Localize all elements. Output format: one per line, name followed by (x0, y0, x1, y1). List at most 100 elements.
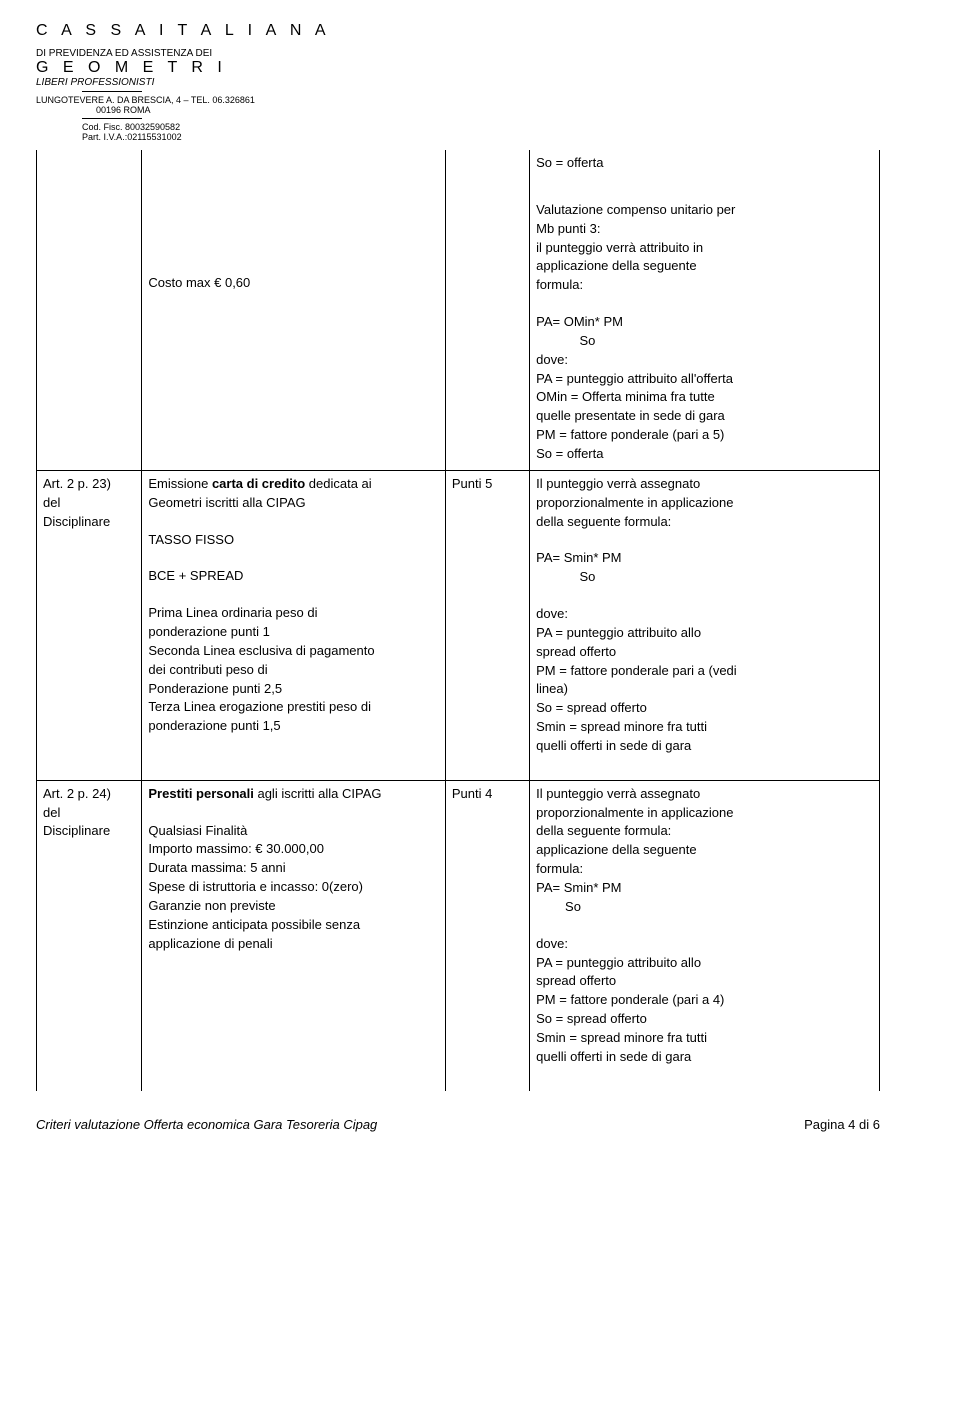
text: applicazione della seguente (536, 257, 873, 276)
text: proporzionalmente in applicazione (536, 494, 873, 513)
cod-fisc: Cod. Fisc. 80032590582 (36, 122, 880, 132)
text: PM = fattore ponderale (pari a 5) (536, 426, 873, 445)
text: So = offerta (536, 445, 873, 464)
text: Geometri iscritti alla CIPAG (148, 494, 438, 513)
text: il punteggio verrà attribuito in (536, 239, 873, 258)
page: C A S S A I T A L I A N A DI PREVIDENZA … (0, 0, 960, 1162)
text: della seguente formula: (536, 513, 873, 532)
text: dei contributi peso di (148, 661, 438, 680)
org-name-2: G E O M E T R I (36, 59, 880, 77)
text: Smin = spread minore fra tutti (536, 1029, 873, 1048)
text: formula: (536, 276, 873, 295)
cell-ref: Art. 2 p. 23) del Disciplinare (37, 470, 142, 780)
text: Disciplinare (43, 822, 135, 841)
text: Art. 2 p. 23) (43, 475, 135, 494)
letterhead: C A S S A I T A L I A N A DI PREVIDENZA … (36, 22, 880, 142)
table-row: Costo max € 0,60 So = offerta Valutazion… (37, 150, 880, 470)
text: applicazione di penali (148, 935, 438, 954)
text: Valutazione compenso unitario per (536, 201, 873, 220)
text: ponderazione punti 1,5 (148, 717, 438, 736)
text: Disciplinare (43, 513, 135, 532)
text: PA = punteggio attribuito all'offerta (536, 370, 873, 389)
text: del (43, 804, 135, 823)
text: quelli offerti in sede di gara (536, 1048, 873, 1067)
org-subtitle: DI PREVIDENZA ED ASSISTENZA DEI (36, 48, 880, 59)
text: Emissione carta di credito dedicata ai (148, 475, 438, 494)
text: BCE + SPREAD (148, 567, 438, 586)
text: Importo massimo: € 30.000,00 (148, 840, 438, 859)
text: applicazione della seguente (536, 841, 873, 860)
text: Prima Linea ordinaria peso di (148, 604, 438, 623)
table-row: Art. 2 p. 24) del Disciplinare Prestiti … (37, 780, 880, 1090)
org-subtitle-2: LIBERI PROFESSIONISTI (36, 77, 880, 88)
text: spread offerto (536, 972, 873, 991)
text: PA = punteggio attribuito allo (536, 624, 873, 643)
cell-ref: Art. 2 p. 24) del Disciplinare (37, 780, 142, 1090)
cell-desc: Costo max € 0,60 (142, 150, 445, 470)
text: PA= OMin* PM (536, 313, 873, 332)
text: proporzionalmente in applicazione (536, 804, 873, 823)
cell-formula: Il punteggio verrà assegnato proporziona… (530, 780, 880, 1090)
cell-punti: Punti 4 (445, 780, 529, 1090)
org-name-1: C A S S A I T A L I A N A (36, 22, 880, 40)
text: TASSO FISSO (148, 531, 438, 550)
text: Durata massima: 5 anni (148, 859, 438, 878)
text: formula: (536, 860, 873, 879)
text: Prestiti personali agli iscritti alla CI… (148, 785, 438, 804)
text: So (536, 568, 873, 587)
text: quelle presentate in sede di gara (536, 407, 873, 426)
text: So (536, 898, 873, 917)
address-line-1: LUNGOTEVERE A. DA BRESCIA, 4 – TEL. 06.3… (36, 95, 880, 105)
text: Mb punti 3: (536, 220, 873, 239)
header-divider-2 (82, 118, 142, 119)
criteria-table: Costo max € 0,60 So = offerta Valutazion… (36, 150, 880, 1091)
text: Terza Linea erogazione prestiti peso di (148, 698, 438, 717)
cell-desc: Prestiti personali agli iscritti alla CI… (142, 780, 445, 1090)
text: So (536, 332, 873, 351)
text: PM = fattore ponderale pari a (vedi (536, 662, 873, 681)
text: della seguente formula: (536, 822, 873, 841)
text: spread offerto (536, 643, 873, 662)
text: dove: (536, 935, 873, 954)
costo-max: Costo max € 0,60 (148, 274, 438, 293)
text: PA = punteggio attribuito allo (536, 954, 873, 973)
cell-ref (37, 150, 142, 470)
text: quelli offerti in sede di gara (536, 737, 873, 756)
text: Seconda Linea esclusiva di pagamento (148, 642, 438, 661)
text: linea) (536, 680, 873, 699)
address-line-2: 00196 ROMA (36, 105, 880, 115)
text: PA= Smin* PM (536, 879, 873, 898)
text: So = spread offerto (536, 699, 873, 718)
part-iva: Part. I.V.A.:02115531002 (36, 132, 880, 142)
text: Qualsiasi Finalità (148, 822, 438, 841)
text: PA= Smin* PM (536, 549, 873, 568)
cell-punti (445, 150, 529, 470)
text: So = spread offerto (536, 1010, 873, 1029)
text: Ponderazione punti 2,5 (148, 680, 438, 699)
footer: Criteri valutazione Offerta economica Ga… (36, 1117, 880, 1132)
page-number: Pagina 4 di 6 (804, 1117, 880, 1132)
text: Punti 5 (452, 475, 523, 494)
footer-title: Criteri valutazione Offerta economica Ga… (36, 1117, 377, 1132)
cell-formula: So = offerta Valutazione compenso unitar… (530, 150, 880, 470)
text: Punti 4 (452, 785, 523, 804)
text: Smin = spread minore fra tutti (536, 718, 873, 737)
cell-punti: Punti 5 (445, 470, 529, 780)
text: Art. 2 p. 24) (43, 785, 135, 804)
text: PM = fattore ponderale (pari a 4) (536, 991, 873, 1010)
text: So = offerta (536, 154, 873, 173)
text: Estinzione anticipata possibile senza (148, 916, 438, 935)
text: Garanzie non previste (148, 897, 438, 916)
text: ponderazione punti 1 (148, 623, 438, 642)
text: dove: (536, 605, 873, 624)
cell-desc: Emissione carta di credito dedicata ai G… (142, 470, 445, 780)
text: dove: (536, 351, 873, 370)
text: del (43, 494, 135, 513)
text: Spese di istruttoria e incasso: 0(zero) (148, 878, 438, 897)
text: OMin = Offerta minima fra tutte (536, 388, 873, 407)
header-divider (82, 91, 142, 92)
table-row: Art. 2 p. 23) del Disciplinare Emissione… (37, 470, 880, 780)
text: Il punteggio verrà assegnato (536, 475, 873, 494)
cell-formula: Il punteggio verrà assegnato proporziona… (530, 470, 880, 780)
text: Il punteggio verrà assegnato (536, 785, 873, 804)
